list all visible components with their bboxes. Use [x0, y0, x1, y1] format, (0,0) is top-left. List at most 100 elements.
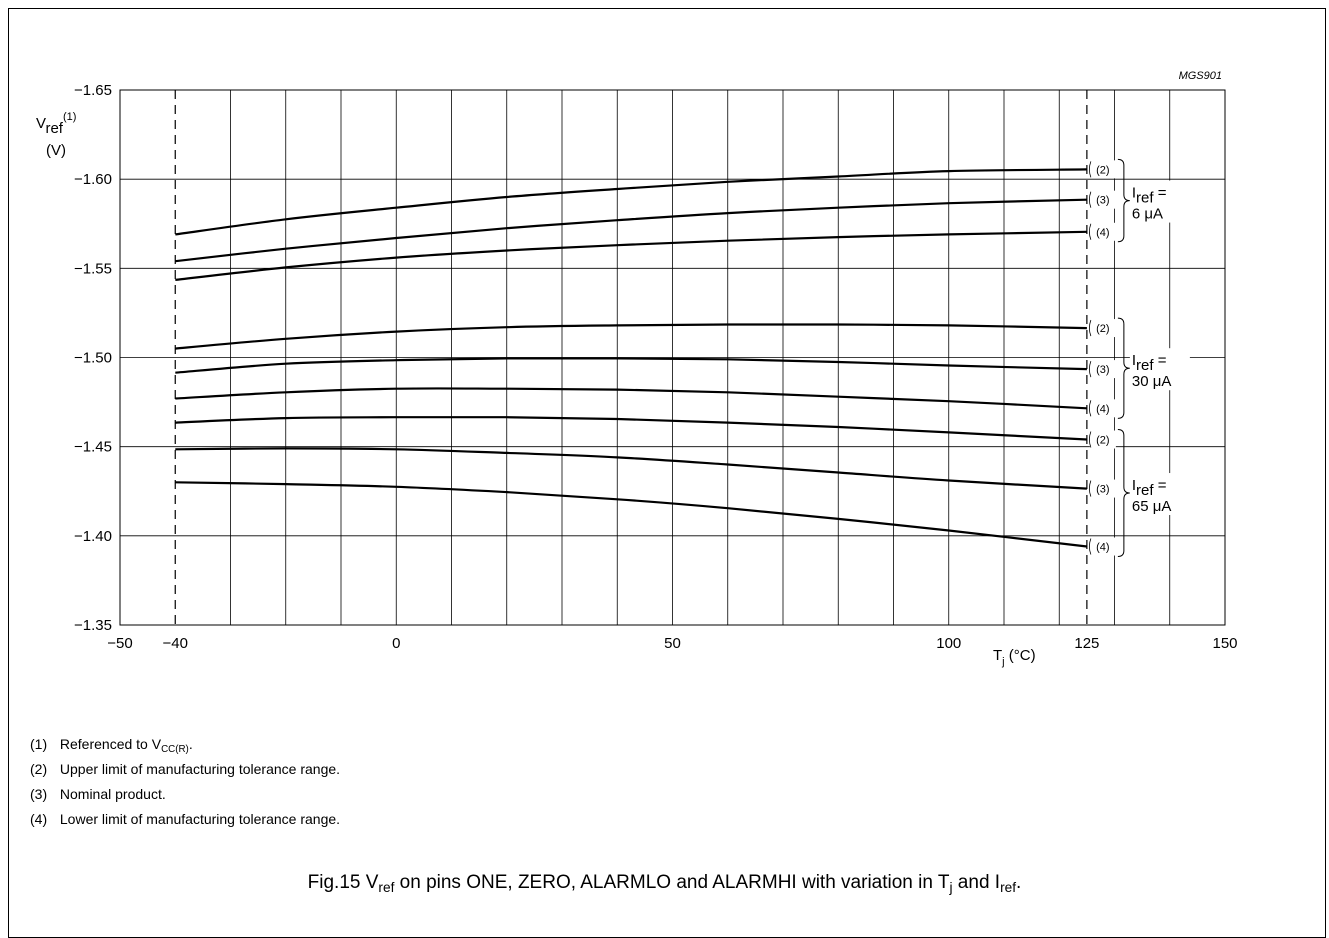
y-axis-unit: (V): [46, 142, 66, 159]
svg-text:Tj (°C): Tj (°C): [993, 647, 1036, 668]
footnote-number: (4): [30, 811, 48, 827]
series-line: [175, 447, 1087, 490]
group-brace: [1117, 158, 1130, 243]
y-tick-label: −1.50: [74, 350, 112, 367]
y-axis-title: Vref(1) (V): [36, 111, 76, 159]
x-tick-label: 100: [936, 635, 961, 652]
series-line: [175, 481, 1088, 548]
x-tick-label: 0: [392, 635, 400, 652]
caption-sub-j: j: [949, 880, 953, 895]
caption-lead: Fig.15 V: [307, 872, 379, 893]
x-axis-title-unit: (°C): [1005, 647, 1036, 664]
caption-mid: on pins ONE, ZERO, ALARMLO and ALARMHI w…: [394, 872, 950, 893]
chart-tick-labels: −1.65 −1.60 −1.55 −1.50 −1.45 −1.40 −1.35−50 −4…: [74, 82, 1237, 652]
footnotes: (1) Referenced to VCC(R). (2) Upper limi…: [30, 735, 340, 835]
series-line: [175, 168, 1087, 236]
caption-mid2: and I: [952, 872, 1001, 893]
series-label-box: [1089, 399, 1116, 418]
group-label-value: 6 μA: [1132, 206, 1163, 223]
x-tick-label: 150: [1212, 635, 1237, 652]
figure-caption: Fig.15 Vref on pins ONE, ZERO, ALARMLO a…: [0, 872, 1329, 895]
series-label-paren: [1088, 223, 1092, 240]
footnote-1: (1) Referenced to VCC(R).: [30, 735, 340, 760]
series-label: (3): [1096, 364, 1109, 376]
x-tick-label: −50: [107, 635, 132, 652]
footnote-text: Upper limit of manufacturing tolerance r…: [59, 761, 341, 777]
series-label: (4): [1096, 227, 1109, 239]
caption-sub-ref2: ref: [1000, 880, 1017, 895]
chart-grid: [119, 89, 1226, 626]
series-label-box: [1089, 222, 1116, 241]
group-label-bg: [1129, 473, 1190, 516]
series-line: [175, 198, 1087, 263]
y-tick-label: −1.60: [74, 171, 112, 188]
footnote-2: (2) Upper limit of manufacturing toleran…: [30, 760, 340, 785]
x-tick-label: 125: [1074, 635, 1099, 652]
series-label-paren: [1088, 400, 1092, 417]
footnote-text-tail: .: [188, 736, 193, 752]
series-label-box: [1089, 190, 1116, 209]
series-label-box: [1089, 479, 1116, 498]
caption-tail: .: [1016, 872, 1022, 893]
group-label-value: 30 μA: [1132, 373, 1172, 390]
footnote-number: (1): [30, 736, 48, 752]
series-label-paren: [1088, 480, 1092, 497]
y-axis-title-main: V: [36, 115, 46, 132]
series-line: [175, 415, 1087, 441]
series-label: (4): [1096, 403, 1109, 415]
series-label: (2): [1096, 323, 1109, 335]
group-label-iref: Iref =: [1132, 477, 1167, 499]
series-label-paren: [1088, 161, 1092, 178]
footnote-number: (3): [30, 786, 48, 802]
footnote-number: (2): [30, 761, 48, 777]
caption-sub-ref: ref: [378, 880, 395, 895]
y-tick-label: −1.55: [74, 260, 112, 277]
series-label: (2): [1096, 164, 1109, 176]
group-label: Iref =6 μA: [1129, 180, 1190, 223]
series-label-box: [1089, 537, 1116, 556]
footnote-text: Lower limit of manufacturing tolerance r…: [59, 811, 341, 827]
vref-vs-tj-chart: −1.65 −1.60 −1.55 −1.50 −1.45 −1.40 −1.35−50 −4…: [36, 70, 1238, 668]
y-axis-title-sup: (1): [63, 111, 76, 123]
group-label-bg: [1129, 180, 1190, 223]
group-brace: [1117, 429, 1130, 558]
series-label-paren: [1088, 538, 1092, 555]
group-label-bg: [1129, 348, 1190, 391]
svg-text:Vref(1): Vref(1): [36, 111, 76, 137]
series-line: [175, 323, 1087, 350]
series-label: (3): [1096, 195, 1109, 207]
x-axis-title-sub: j: [1001, 656, 1004, 668]
footnote-text: Nominal product.: [59, 786, 166, 802]
series-label-box: [1089, 430, 1116, 449]
footnote-4: (4) Lower limit of manufacturing toleran…: [30, 810, 340, 835]
x-axis-title-main: T: [993, 647, 1002, 664]
y-axis-title-sub: ref: [45, 120, 63, 137]
y-tick-label: −1.65: [74, 82, 112, 99]
series-line: [175, 230, 1087, 281]
series-label: (2): [1096, 435, 1109, 447]
series-label-paren: [1088, 360, 1092, 378]
series-label-paren: [1088, 191, 1092, 208]
x-axis-title: Tj (°C): [993, 647, 1036, 668]
group-label-value: 65 μA: [1132, 498, 1172, 515]
footnote-3: (3) Nominal product.: [30, 785, 340, 810]
series-line: [175, 387, 1087, 410]
chart-series: [175, 168, 1088, 548]
y-tick-label: −1.35: [74, 617, 112, 634]
figure-code: MGS901: [1179, 70, 1222, 82]
footnote-text-sub: CC(R): [161, 744, 189, 755]
series-label-paren: [1088, 319, 1092, 337]
series-label: (3): [1096, 484, 1109, 496]
y-tick-label: −1.40: [74, 528, 112, 545]
series-label-box: [1089, 319, 1116, 338]
series-labels: (2)(3)(4)Iref =6 μA(2)(3)(4)Iref =30 μA(…: [1088, 158, 1190, 558]
y-tick-label: −1.45: [74, 439, 112, 456]
group-brace: [1117, 317, 1130, 419]
group-label-iref: Iref =: [1132, 352, 1167, 374]
group-label-iref: Iref =: [1132, 185, 1167, 207]
series-label-box: [1089, 360, 1116, 379]
series-label: (4): [1096, 542, 1109, 554]
series-line: [175, 357, 1087, 374]
x-tick-label: 50: [664, 635, 681, 652]
group-label: Iref =65 μA: [1129, 473, 1190, 516]
